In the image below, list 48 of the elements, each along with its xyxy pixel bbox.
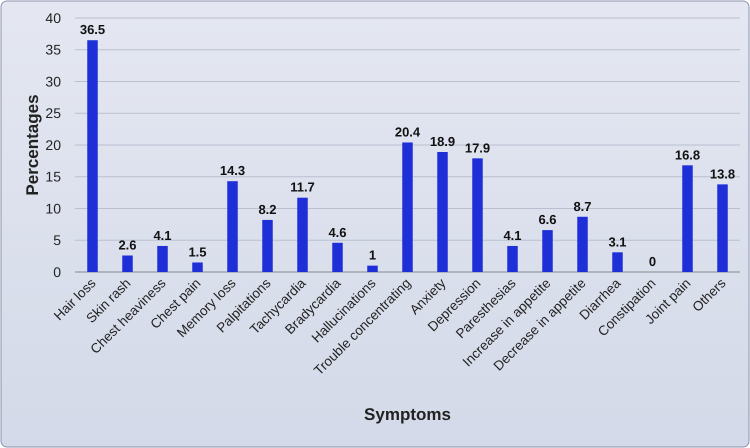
y-tick-label: 20 xyxy=(45,136,62,153)
data-label: 8.2 xyxy=(258,202,277,217)
data-label: 4.1 xyxy=(153,228,172,243)
y-tick-label: 30 xyxy=(45,73,62,90)
bar xyxy=(192,262,203,272)
bar xyxy=(227,181,238,272)
bar xyxy=(262,220,273,272)
bar xyxy=(297,198,308,272)
y-tick-label: 15 xyxy=(45,168,62,185)
data-label: 16.8 xyxy=(674,147,700,162)
bar xyxy=(332,242,343,272)
bar xyxy=(542,230,553,272)
bar xyxy=(402,142,413,272)
bar xyxy=(157,246,168,272)
bar xyxy=(717,184,728,272)
data-label: 36.5 xyxy=(80,22,106,38)
data-label: 14.3 xyxy=(220,163,246,178)
y-tick-label: 0 xyxy=(53,264,62,280)
x-axis-title: Symptoms xyxy=(364,405,451,424)
data-label: 0 xyxy=(648,254,656,269)
bar xyxy=(367,266,378,272)
data-label: 3.1 xyxy=(608,234,627,250)
bar xyxy=(472,158,483,272)
bar xyxy=(87,40,98,272)
y-tick-label: 25 xyxy=(45,105,62,122)
y-tick-label: 35 xyxy=(45,42,62,58)
bar xyxy=(507,246,518,272)
data-label: 4.6 xyxy=(328,224,347,240)
data-label: 20.4 xyxy=(394,124,421,140)
data-label: 4.1 xyxy=(503,228,522,243)
data-label: 2.6 xyxy=(118,237,137,252)
y-tick-label: 10 xyxy=(45,200,62,216)
data-label: 17.9 xyxy=(464,140,490,156)
y-axis-title: Percentages xyxy=(23,94,42,196)
bar xyxy=(577,216,588,272)
bar xyxy=(122,255,133,272)
bar xyxy=(437,152,448,272)
data-label: 1.5 xyxy=(188,244,207,260)
bar xyxy=(612,252,623,272)
data-label: 1 xyxy=(368,248,376,263)
y-tick-label: 5 xyxy=(53,232,62,248)
data-label: 18.9 xyxy=(430,134,456,149)
data-label: 6.6 xyxy=(538,212,557,228)
y-tick-label: 40 xyxy=(45,10,62,26)
bar xyxy=(682,165,693,272)
data-label: 8.7 xyxy=(573,198,592,214)
data-label: 13.8 xyxy=(710,166,736,182)
data-label: 11.7 xyxy=(290,180,315,195)
